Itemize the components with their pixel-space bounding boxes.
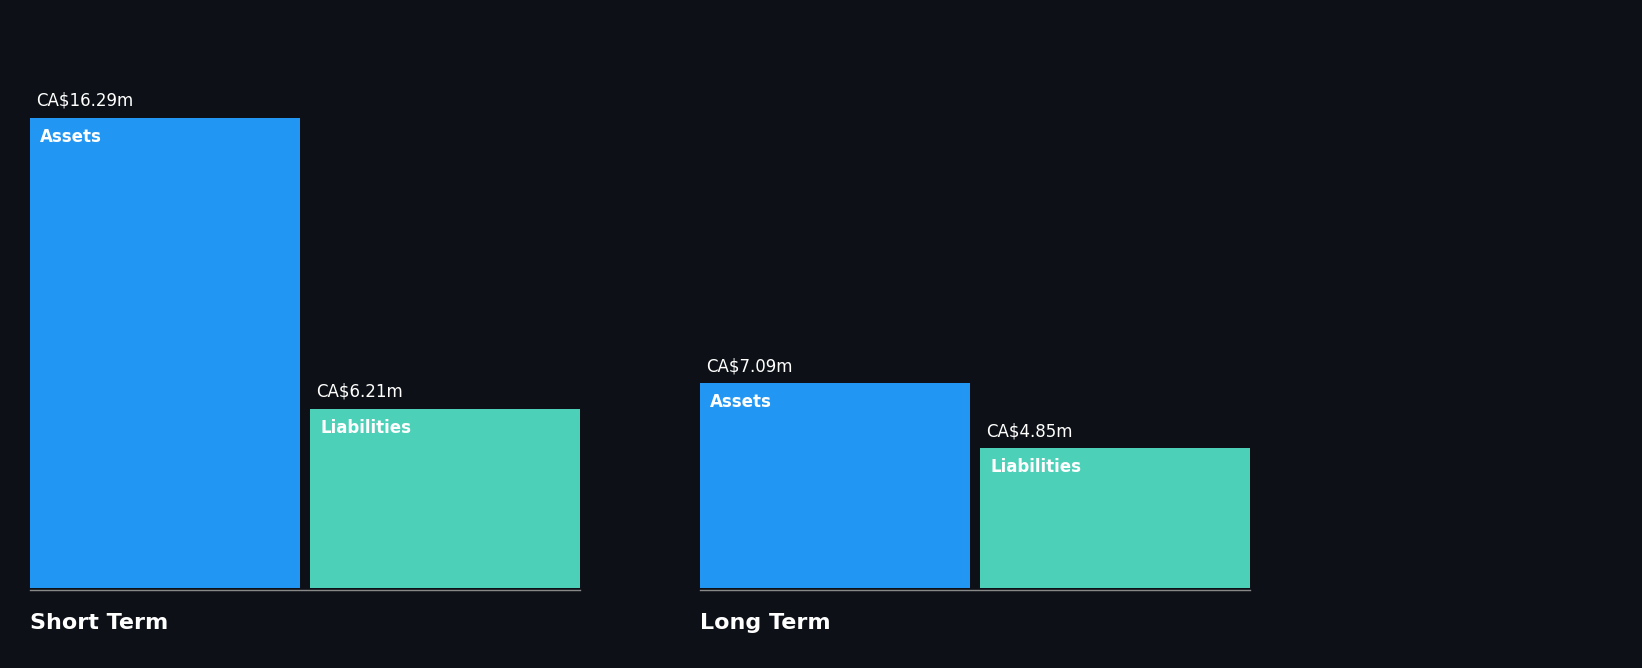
Text: CA$16.29m: CA$16.29m — [36, 92, 133, 110]
Text: Short Term: Short Term — [30, 613, 167, 633]
Bar — [30, 118, 300, 588]
Text: Assets: Assets — [39, 128, 102, 146]
Bar — [310, 409, 580, 588]
Text: CA$7.09m: CA$7.09m — [706, 357, 793, 375]
Bar — [980, 448, 1250, 588]
Bar — [699, 383, 970, 588]
Text: Assets: Assets — [709, 393, 772, 411]
Text: CA$4.85m: CA$4.85m — [985, 422, 1072, 440]
Text: CA$6.21m: CA$6.21m — [315, 383, 402, 401]
Text: Long Term: Long Term — [699, 613, 831, 633]
Text: Liabilities: Liabilities — [320, 419, 410, 437]
Text: Liabilities: Liabilities — [990, 458, 1080, 476]
